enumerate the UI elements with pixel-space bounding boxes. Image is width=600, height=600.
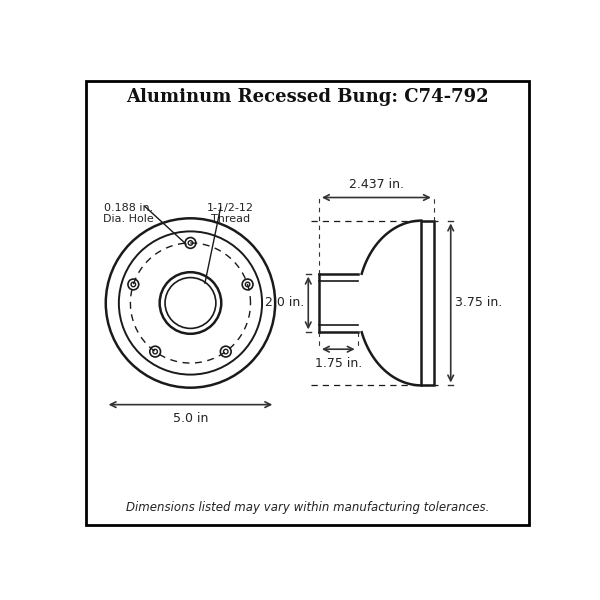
Text: 3.75 in.: 3.75 in.: [455, 296, 503, 310]
Text: 5.0 in: 5.0 in: [173, 412, 208, 425]
Text: 2.0 in.: 2.0 in.: [265, 296, 304, 310]
Text: 2.437 in.: 2.437 in.: [349, 178, 404, 191]
Text: 0.188 in.
Dia. Hole: 0.188 in. Dia. Hole: [103, 203, 154, 224]
Bar: [421, 221, 434, 385]
Text: 1.75 in.: 1.75 in.: [314, 357, 362, 370]
Text: Aluminum Recessed Bung: C74-792: Aluminum Recessed Bung: C74-792: [126, 88, 489, 106]
Text: 1-1/2-12
Thread: 1-1/2-12 Thread: [207, 203, 254, 224]
Text: Dimensions listed may vary within manufacturing tolerances.: Dimensions listed may vary within manufa…: [126, 502, 489, 514]
